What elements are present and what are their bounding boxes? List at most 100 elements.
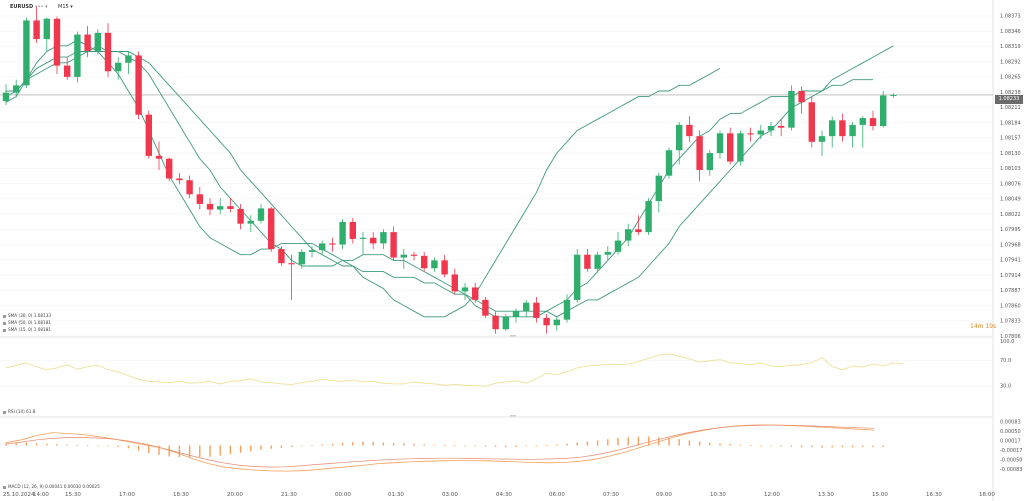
candle[interactable] (635, 229, 642, 233)
candle[interactable] (13, 85, 20, 93)
candle[interactable] (237, 208, 244, 224)
candle[interactable] (574, 254, 581, 300)
candle[interactable] (727, 133, 734, 162)
candle[interactable] (451, 274, 458, 292)
candle[interactable] (227, 206, 234, 209)
sma-legend-3[interactable]: SMA (15, 0) 1.08181 (3, 327, 51, 332)
candle[interactable] (441, 260, 448, 275)
macd-legend[interactable]: MACD (12, 26, 9) 0.00041 0.00030 0.00025 (3, 484, 100, 489)
candle[interactable] (563, 299, 571, 320)
candle[interactable] (217, 206, 224, 210)
candle[interactable] (533, 302, 540, 318)
candle[interactable] (767, 125, 775, 131)
sma-legend-2[interactable]: SMA (50, 0) 1.08181 (3, 320, 51, 325)
sma-settings-icon[interactable] (3, 328, 6, 332)
candle[interactable] (665, 150, 673, 176)
candle[interactable] (84, 34, 91, 51)
candle[interactable] (829, 120, 836, 137)
candle[interactable] (278, 249, 285, 264)
candle[interactable] (115, 62, 122, 72)
candle[interactable] (155, 155, 163, 159)
candle[interactable] (482, 299, 489, 316)
candle[interactable] (94, 32, 101, 51)
candle[interactable] (53, 18, 61, 66)
candle[interactable] (319, 243, 326, 251)
candle[interactable] (737, 133, 744, 162)
candle[interactable] (788, 90, 795, 128)
candle[interactable] (472, 287, 479, 300)
candle[interactable] (890, 94, 897, 96)
candle[interactable] (778, 125, 785, 128)
candle[interactable] (594, 254, 601, 269)
candle[interactable] (461, 287, 469, 292)
sma-settings-icon[interactable] (3, 321, 6, 325)
candle[interactable] (410, 254, 418, 256)
candle[interactable] (298, 251, 305, 265)
candle[interactable] (553, 319, 560, 326)
candle[interactable] (186, 180, 193, 195)
candle[interactable] (818, 136, 826, 142)
candle[interactable] (400, 254, 407, 258)
price-axis[interactable]: 1.08373 1.08346 1.08319 1.08292 1.08265 1.082… (1000, 14, 1022, 473)
candle[interactable] (757, 130, 764, 135)
symbol-menu-icon[interactable]: ••• ▾ (34, 4, 48, 10)
symbol-selector[interactable]: EURUSD ••• ▾ (10, 4, 48, 10)
candle[interactable] (716, 133, 724, 154)
rsi-pane[interactable] (0, 353, 993, 387)
macd-pane[interactable] (5, 424, 884, 472)
candle[interactable] (625, 229, 632, 241)
candle[interactable] (380, 232, 387, 244)
candle[interactable] (33, 20, 40, 40)
candle[interactable] (604, 251, 611, 255)
candle[interactable] (359, 237, 367, 239)
candle[interactable] (257, 208, 265, 221)
candle[interactable] (43, 18, 50, 40)
candle[interactable] (349, 221, 356, 239)
candle[interactable] (543, 317, 550, 326)
candle[interactable] (135, 55, 142, 115)
candle[interactable] (2, 92, 10, 102)
candle[interactable] (145, 114, 152, 156)
candle[interactable] (706, 153, 713, 171)
sma-settings-icon[interactable] (3, 314, 6, 318)
rsi-settings-icon[interactable] (3, 410, 6, 414)
candle[interactable] (859, 118, 866, 125)
candle[interactable] (104, 32, 112, 72)
candle[interactable] (614, 240, 622, 252)
candle[interactable] (645, 201, 652, 233)
candle[interactable] (390, 232, 397, 258)
pane-resize-handle[interactable] (510, 415, 516, 417)
candle[interactable] (125, 55, 132, 63)
candle[interactable] (64, 65, 71, 77)
candle[interactable] (686, 124, 693, 137)
candle[interactable] (339, 221, 346, 245)
candle[interactable] (512, 311, 520, 317)
candle[interactable] (268, 208, 275, 250)
candle[interactable] (176, 178, 183, 181)
candle[interactable] (869, 118, 877, 126)
candle[interactable] (584, 254, 591, 269)
candle[interactable] (696, 136, 703, 171)
price-pane[interactable] (0, 6, 993, 334)
candle[interactable] (492, 315, 499, 330)
candle[interactable] (502, 316, 509, 330)
candle[interactable] (655, 175, 662, 202)
candle[interactable] (308, 250, 316, 252)
pane-resize-handle[interactable] (510, 335, 516, 337)
candle[interactable] (839, 120, 846, 137)
candle[interactable] (880, 95, 887, 126)
candle[interactable] (196, 194, 203, 204)
timeframe-selector[interactable]: M15 ▾ (58, 4, 73, 10)
candle[interactable] (849, 124, 856, 137)
candle[interactable] (798, 90, 805, 103)
candle[interactable] (676, 124, 683, 151)
candle[interactable] (23, 20, 30, 86)
candle[interactable] (808, 102, 815, 142)
candle[interactable] (370, 237, 377, 244)
candle[interactable] (747, 133, 754, 135)
candle[interactable] (74, 34, 81, 77)
candle[interactable] (523, 302, 530, 312)
candle[interactable] (206, 203, 214, 210)
